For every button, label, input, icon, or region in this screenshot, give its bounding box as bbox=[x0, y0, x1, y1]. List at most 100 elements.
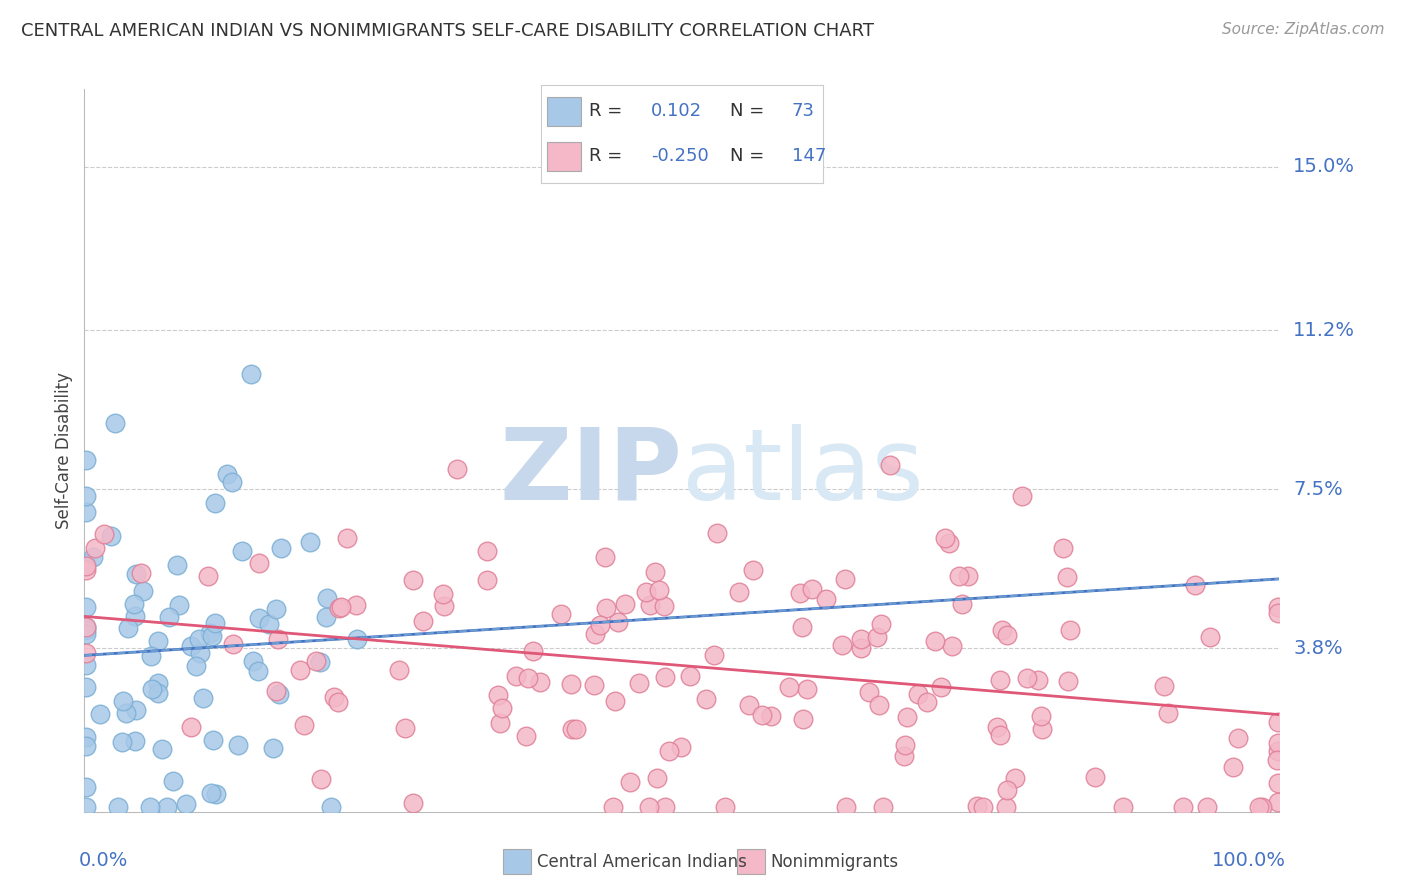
Point bbox=[262, 740, 284, 755]
Point bbox=[82, 550, 104, 565]
Point bbox=[402, 573, 425, 587]
Point bbox=[593, 550, 616, 565]
Point bbox=[1084, 770, 1107, 784]
Text: Central American Indians: Central American Indians bbox=[537, 853, 747, 871]
Point bbox=[778, 680, 800, 694]
Point bbox=[561, 723, 583, 737]
Point bbox=[156, 800, 179, 814]
Point bbox=[115, 706, 138, 720]
Point bbox=[1156, 706, 1178, 720]
Point bbox=[388, 663, 411, 677]
Point bbox=[75, 620, 97, 634]
Point bbox=[247, 610, 270, 624]
Point bbox=[205, 787, 228, 801]
Point bbox=[75, 780, 97, 794]
Point bbox=[222, 637, 245, 651]
Point bbox=[315, 610, 337, 624]
Text: atlas: atlas bbox=[682, 424, 924, 521]
Point bbox=[851, 640, 873, 655]
Point bbox=[316, 591, 339, 606]
Point bbox=[957, 568, 980, 582]
Point bbox=[150, 742, 173, 756]
Point bbox=[402, 797, 425, 811]
Point bbox=[491, 700, 513, 714]
Point bbox=[1015, 671, 1038, 685]
Point bbox=[589, 617, 612, 632]
Point bbox=[107, 800, 129, 814]
Point bbox=[835, 800, 858, 814]
Point bbox=[658, 744, 681, 758]
Point bbox=[246, 664, 269, 678]
Point bbox=[868, 698, 890, 713]
Point bbox=[198, 626, 221, 640]
Text: N =: N = bbox=[730, 103, 769, 120]
Point bbox=[432, 587, 454, 601]
Point bbox=[1029, 709, 1052, 723]
Point bbox=[703, 648, 725, 662]
Text: 73: 73 bbox=[792, 103, 814, 120]
Point bbox=[995, 628, 1018, 642]
Point bbox=[432, 599, 454, 613]
Point bbox=[346, 632, 368, 646]
Point bbox=[938, 536, 960, 550]
Point bbox=[200, 786, 222, 800]
Point bbox=[197, 569, 219, 583]
Point bbox=[111, 694, 134, 708]
Point bbox=[515, 730, 537, 744]
Point bbox=[288, 663, 311, 677]
Point bbox=[188, 646, 211, 660]
Point bbox=[292, 717, 315, 731]
Point bbox=[132, 583, 155, 598]
Point bbox=[738, 698, 761, 713]
Text: 7.5%: 7.5% bbox=[1294, 480, 1343, 499]
Point bbox=[595, 600, 617, 615]
Point bbox=[706, 526, 728, 541]
Point bbox=[1026, 673, 1049, 687]
Point bbox=[896, 710, 918, 724]
Point bbox=[146, 676, 169, 690]
Point bbox=[124, 609, 146, 624]
Point bbox=[1267, 736, 1289, 750]
Point bbox=[475, 544, 498, 558]
Point bbox=[950, 597, 973, 611]
Text: 3.8%: 3.8% bbox=[1294, 639, 1343, 657]
Bar bbox=[547, 142, 581, 171]
Point bbox=[619, 775, 641, 789]
Point bbox=[166, 558, 188, 572]
Point bbox=[751, 708, 773, 723]
Point bbox=[1171, 800, 1194, 814]
Point bbox=[249, 557, 271, 571]
Point bbox=[550, 607, 572, 621]
Text: 147: 147 bbox=[792, 147, 825, 165]
Point bbox=[647, 583, 669, 598]
Point bbox=[83, 541, 105, 556]
Point bbox=[125, 567, 148, 582]
Point bbox=[1265, 752, 1288, 766]
Point bbox=[75, 453, 97, 467]
Point bbox=[790, 620, 813, 634]
Point bbox=[394, 721, 416, 735]
Point bbox=[613, 597, 636, 611]
Y-axis label: Self-Care Disability: Self-Care Disability bbox=[55, 372, 73, 529]
Point bbox=[239, 367, 262, 381]
Point bbox=[267, 687, 290, 701]
Point bbox=[644, 565, 666, 579]
Point bbox=[1227, 731, 1250, 745]
Point bbox=[583, 627, 606, 641]
Point bbox=[991, 623, 1014, 637]
Point bbox=[75, 646, 97, 660]
Point bbox=[93, 526, 115, 541]
Point bbox=[695, 692, 717, 706]
Point bbox=[139, 800, 162, 814]
Point bbox=[117, 621, 139, 635]
Point bbox=[446, 462, 468, 476]
Point bbox=[1052, 541, 1074, 555]
Point bbox=[75, 489, 97, 503]
Point bbox=[972, 800, 994, 814]
Point bbox=[966, 799, 988, 814]
Text: N =: N = bbox=[730, 147, 769, 165]
Point bbox=[1056, 569, 1078, 583]
Point bbox=[1004, 771, 1026, 785]
Point bbox=[75, 624, 97, 638]
Point bbox=[221, 475, 243, 490]
